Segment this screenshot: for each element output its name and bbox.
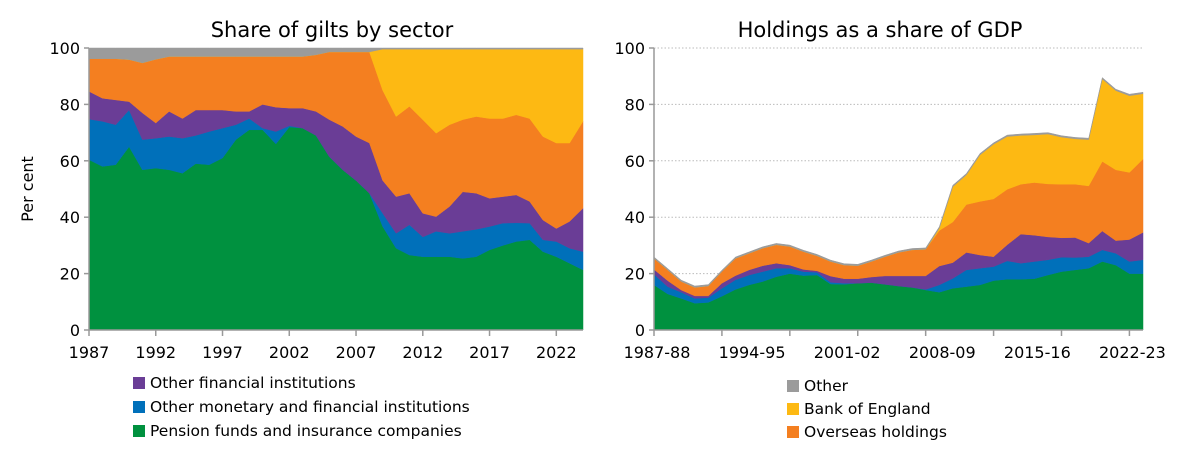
legend-left: Other financial institutions Other moneta… bbox=[133, 374, 470, 440]
x-tick-label: 2022-23 bbox=[1099, 343, 1166, 362]
legend-swatch bbox=[133, 425, 145, 437]
left-chart-title: Share of gilts by sector bbox=[211, 18, 454, 42]
area-other bbox=[88, 47, 584, 64]
x-tick-label: 1997 bbox=[202, 343, 243, 362]
right-chart: 0 20 40 60 80 100 1987-88 1994-95 2001-02 2008-09… bbox=[614, 39, 1165, 362]
y-tick-label: 100 bbox=[49, 39, 80, 58]
legend-label: Pension funds and insurance companies bbox=[150, 422, 462, 440]
legend-label: Overseas holdings bbox=[804, 423, 947, 441]
x-tick-label: 1987-88 bbox=[624, 343, 691, 362]
y-tick-label: 100 bbox=[614, 39, 645, 58]
x-tick-label: 1987 bbox=[69, 343, 110, 362]
y-tick-label: 60 bbox=[625, 152, 645, 171]
legend-swatch bbox=[133, 377, 145, 389]
legend-right: Other Bank of England Overseas holdings bbox=[787, 377, 947, 441]
left-chart: 0 20 40 60 80 100 1987 1992 1997 2002 2007 2012 2017… bbox=[49, 39, 584, 362]
legend-label: Bank of England bbox=[804, 400, 931, 418]
legend-item-ofi: Other financial institutions bbox=[133, 374, 356, 392]
x-tick-label: 2017 bbox=[469, 343, 510, 362]
legend-swatch bbox=[787, 426, 799, 438]
legend-item-overseas: Overseas holdings bbox=[787, 423, 947, 441]
legend-swatch bbox=[787, 403, 799, 415]
x-tick-label: 2001-02 bbox=[814, 343, 881, 362]
legend-item-boe: Bank of England bbox=[787, 400, 931, 418]
y-tick-label: 80 bbox=[625, 95, 645, 114]
x-tick-label: 2015-16 bbox=[1004, 343, 1071, 362]
y-tick-label: 20 bbox=[60, 265, 80, 284]
y-tick-label: 20 bbox=[625, 265, 645, 284]
legend-swatch bbox=[787, 380, 799, 392]
left-y-axis-label: Per cent bbox=[18, 156, 37, 222]
legend-label: Other monetary and financial institution… bbox=[150, 398, 470, 416]
y-tick-label: 80 bbox=[60, 95, 80, 114]
y-tick-label: 0 bbox=[635, 321, 645, 340]
x-tick-label: 2012 bbox=[402, 343, 443, 362]
legend-swatch bbox=[133, 401, 145, 413]
legend-label: Other financial institutions bbox=[150, 374, 356, 392]
legend-item-pension: Pension funds and insurance companies bbox=[133, 422, 462, 440]
y-tick-label: 40 bbox=[60, 208, 80, 227]
y-tick-label: 60 bbox=[60, 152, 80, 171]
x-tick-label: 2022 bbox=[536, 343, 577, 362]
legend-item-omfi: Other monetary and financial institution… bbox=[133, 398, 470, 416]
area-other bbox=[653, 77, 1144, 288]
x-tick-label: 2008-09 bbox=[909, 343, 976, 362]
x-tick-label: 2007 bbox=[336, 343, 377, 362]
x-tick-label: 1992 bbox=[135, 343, 176, 362]
legend-item-other: Other bbox=[787, 377, 849, 395]
x-tick-label: 1994-95 bbox=[719, 343, 786, 362]
right-chart-title: Holdings as a share of GDP bbox=[738, 18, 1023, 42]
legend-label: Other bbox=[804, 377, 849, 395]
x-tick-label: 2002 bbox=[269, 343, 310, 362]
y-tick-label: 0 bbox=[70, 321, 80, 340]
y-tick-label: 40 bbox=[625, 208, 645, 227]
